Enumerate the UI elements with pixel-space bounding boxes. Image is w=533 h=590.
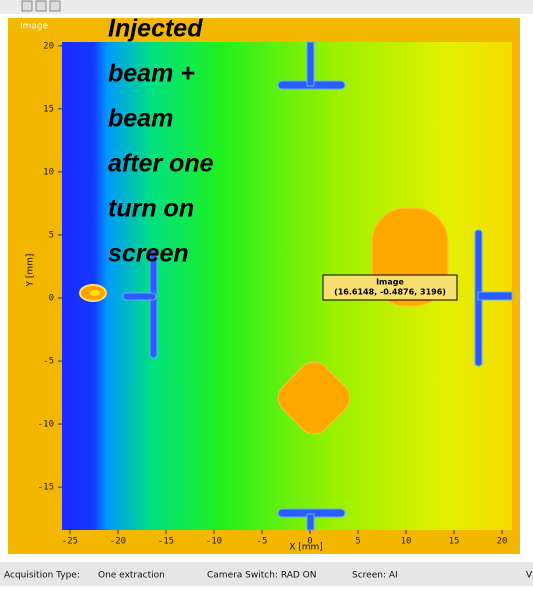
y-tick-label: -5 <box>43 357 54 367</box>
x-tick-label: -10 <box>206 537 222 547</box>
toolbar-button[interactable] <box>36 1 46 11</box>
toolbar-button[interactable] <box>22 1 32 11</box>
y-tick-label: 0 <box>49 293 54 303</box>
overlay-line: beam <box>108 105 173 133</box>
status-item: Acquisition Type: <box>4 571 80 581</box>
status-item: Camera Switch: RAD ON <box>207 571 316 581</box>
tooltip-text: (16.6148, -0.4876, 3196) <box>334 288 446 297</box>
status-item: V <box>526 571 533 581</box>
x-tick-label: 15 <box>449 537 460 547</box>
y-tick-label: 15 <box>43 104 54 114</box>
screenshot: Image Injected beam + beam after one turn on… <box>0 0 533 586</box>
y-tick-label: -10 <box>38 420 54 430</box>
x-tick-label: -25 <box>62 537 78 547</box>
x-tick-label: 10 <box>401 537 412 547</box>
x-tick-label: -20 <box>110 537 126 547</box>
y-axis-label: Y [mm] <box>26 254 36 288</box>
overlay-line: after one <box>108 150 214 178</box>
x-tick-label: -5 <box>257 537 268 547</box>
toolbar-button[interactable] <box>50 1 60 11</box>
status-item: Screen: AI <box>352 571 398 581</box>
x-tick-label: -15 <box>158 537 174 547</box>
overlay-line: beam + <box>108 60 195 88</box>
overlay-line: screen <box>108 240 189 268</box>
y-tick-label: 20 <box>43 41 54 51</box>
overlay-line: turn on <box>108 195 194 223</box>
y-tick-label: 5 <box>49 230 54 240</box>
status-item: One extraction <box>98 571 165 581</box>
x-axis-label: X [mm] <box>289 543 323 553</box>
y-tick-label: 10 <box>43 167 54 177</box>
tooltip-title: Image <box>376 278 404 287</box>
x-tick-label: 20 <box>497 537 508 547</box>
panel-title: Image <box>20 22 49 32</box>
toolbar <box>0 0 533 14</box>
overlay-line: Injected <box>108 15 203 43</box>
x-tick-label: 5 <box>355 537 360 547</box>
y-tick-label: -15 <box>38 483 54 493</box>
